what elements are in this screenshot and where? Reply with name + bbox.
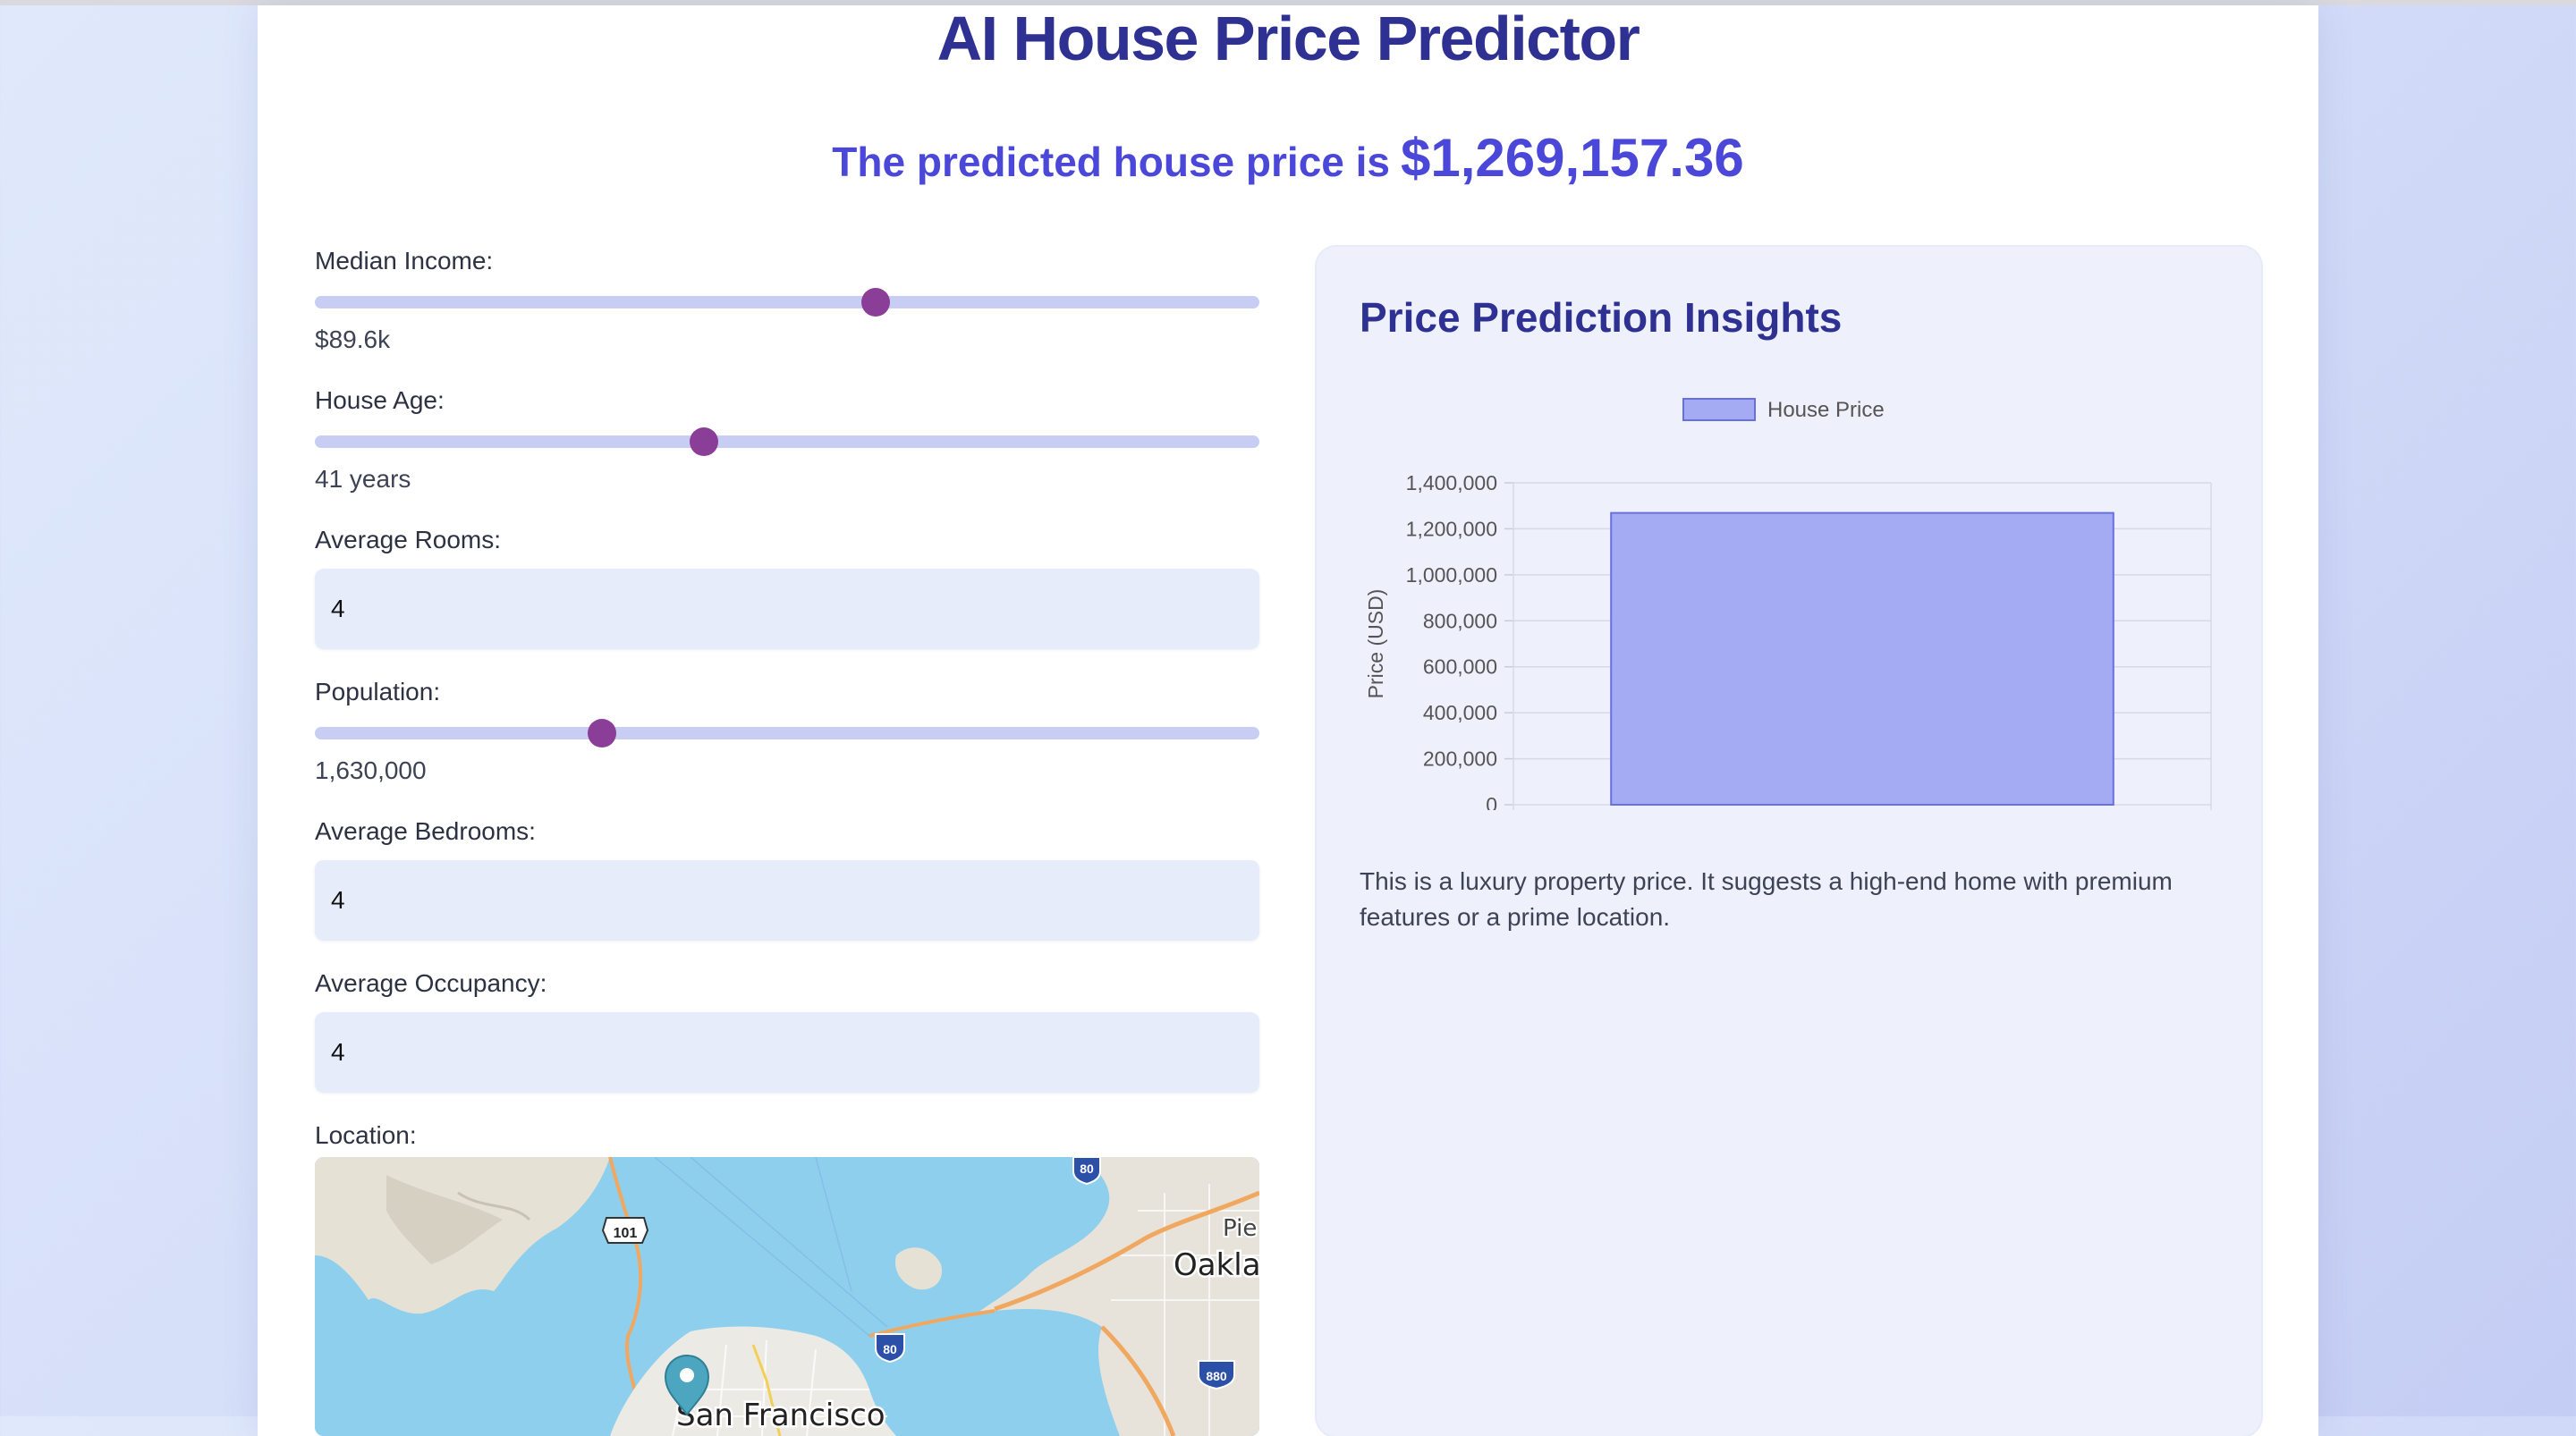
insight-description: This is a luxury property price. It sugg… bbox=[1360, 867, 2173, 931]
legend-swatch bbox=[1682, 398, 1756, 421]
y-tick-label: 1,200,000 bbox=[1406, 517, 1497, 540]
map-label-partial: Pie bbox=[1223, 1215, 1257, 1242]
median-income-label: Median Income: bbox=[315, 247, 494, 275]
map-canvas: 101 80 80 880 Oakland Pie San Francisco bbox=[315, 1157, 1259, 1436]
y-tick-label: 800,000 bbox=[1423, 609, 1497, 632]
bar-predicted-price bbox=[1610, 511, 2114, 806]
location-label: Location: bbox=[315, 1121, 417, 1149]
main-card: AI House Price Predictor The predicted h… bbox=[258, 4, 2318, 1436]
y-tick-label: 600,000 bbox=[1423, 655, 1497, 679]
prediction-value: $1,269,157.36 bbox=[1401, 128, 1744, 188]
house-age-label: House Age: bbox=[315, 386, 445, 414]
location-pin-icon[interactable] bbox=[664, 1354, 710, 1416]
average-rooms-input[interactable]: 4 bbox=[315, 569, 1259, 649]
insights-title: Price Prediction Insights bbox=[1360, 294, 1843, 341]
average-bedrooms-input[interactable]: 4 bbox=[315, 860, 1259, 941]
svg-text:80: 80 bbox=[1080, 1161, 1094, 1176]
shield-us101: 101 bbox=[601, 1217, 649, 1244]
prediction-result: The predicted house price is $1,269,157.3… bbox=[258, 127, 2318, 189]
shield-i80-top: 80 bbox=[1072, 1157, 1101, 1186]
average-occupancy-label: Average Occupancy: bbox=[315, 969, 547, 997]
slider-thumb[interactable] bbox=[861, 288, 891, 317]
insights-panel: Price Prediction Insights House Price 0 20… bbox=[1317, 247, 2261, 1436]
population-label: Population: bbox=[315, 678, 441, 705]
slider-track bbox=[315, 296, 1259, 308]
population-slider[interactable] bbox=[315, 715, 1259, 751]
slider-thumb[interactable] bbox=[690, 427, 719, 456]
svg-text:880: 880 bbox=[1206, 1369, 1227, 1383]
price-bar-chart: House Price 0 200,000 400,000 600,000 800,000… bbox=[1364, 398, 2212, 810]
y-tick-label: 200,000 bbox=[1423, 748, 1497, 771]
y-axis-label: Price (USD) bbox=[1364, 589, 1387, 699]
average-rooms-label: Average Rooms: bbox=[315, 526, 502, 553]
y-tick-label: 1,400,000 bbox=[1406, 471, 1497, 494]
map-label-san-francisco: San Francisco bbox=[676, 1398, 886, 1433]
shield-i880: 880 bbox=[1198, 1360, 1235, 1390]
median-income-slider[interactable] bbox=[315, 284, 1259, 320]
house-age-slider[interactable] bbox=[315, 424, 1259, 460]
prediction-label: The predicted house price is bbox=[832, 139, 1390, 185]
slider-thumb[interactable] bbox=[588, 719, 617, 748]
map-label-oakland: Oakland bbox=[1174, 1247, 1259, 1283]
y-tick-label: 400,000 bbox=[1423, 701, 1497, 724]
svg-text:101: 101 bbox=[614, 1226, 638, 1241]
population-value: 1,630,000 bbox=[315, 756, 427, 784]
y-tick-label: 0 bbox=[1486, 793, 1497, 810]
slider-track bbox=[315, 435, 1259, 448]
window-top-border bbox=[0, 0, 2576, 5]
shield-i80-mid: 80 bbox=[875, 1333, 905, 1364]
slider-track bbox=[315, 727, 1259, 739]
page-title: AI House Price Predictor bbox=[936, 4, 1640, 73]
house-age-value: 41 years bbox=[315, 465, 411, 493]
average-occupancy-input[interactable]: 4 bbox=[315, 1012, 1259, 1093]
location-map[interactable]: 101 80 80 880 Oakland Pie San Francisco bbox=[315, 1157, 1259, 1436]
svg-text:80: 80 bbox=[883, 1342, 897, 1356]
average-bedrooms-label: Average Bedrooms: bbox=[315, 817, 536, 845]
legend-label: House Price bbox=[1767, 398, 1885, 422]
y-tick-label: 1,000,000 bbox=[1406, 563, 1497, 587]
median-income-value: $89.6k bbox=[315, 325, 391, 353]
